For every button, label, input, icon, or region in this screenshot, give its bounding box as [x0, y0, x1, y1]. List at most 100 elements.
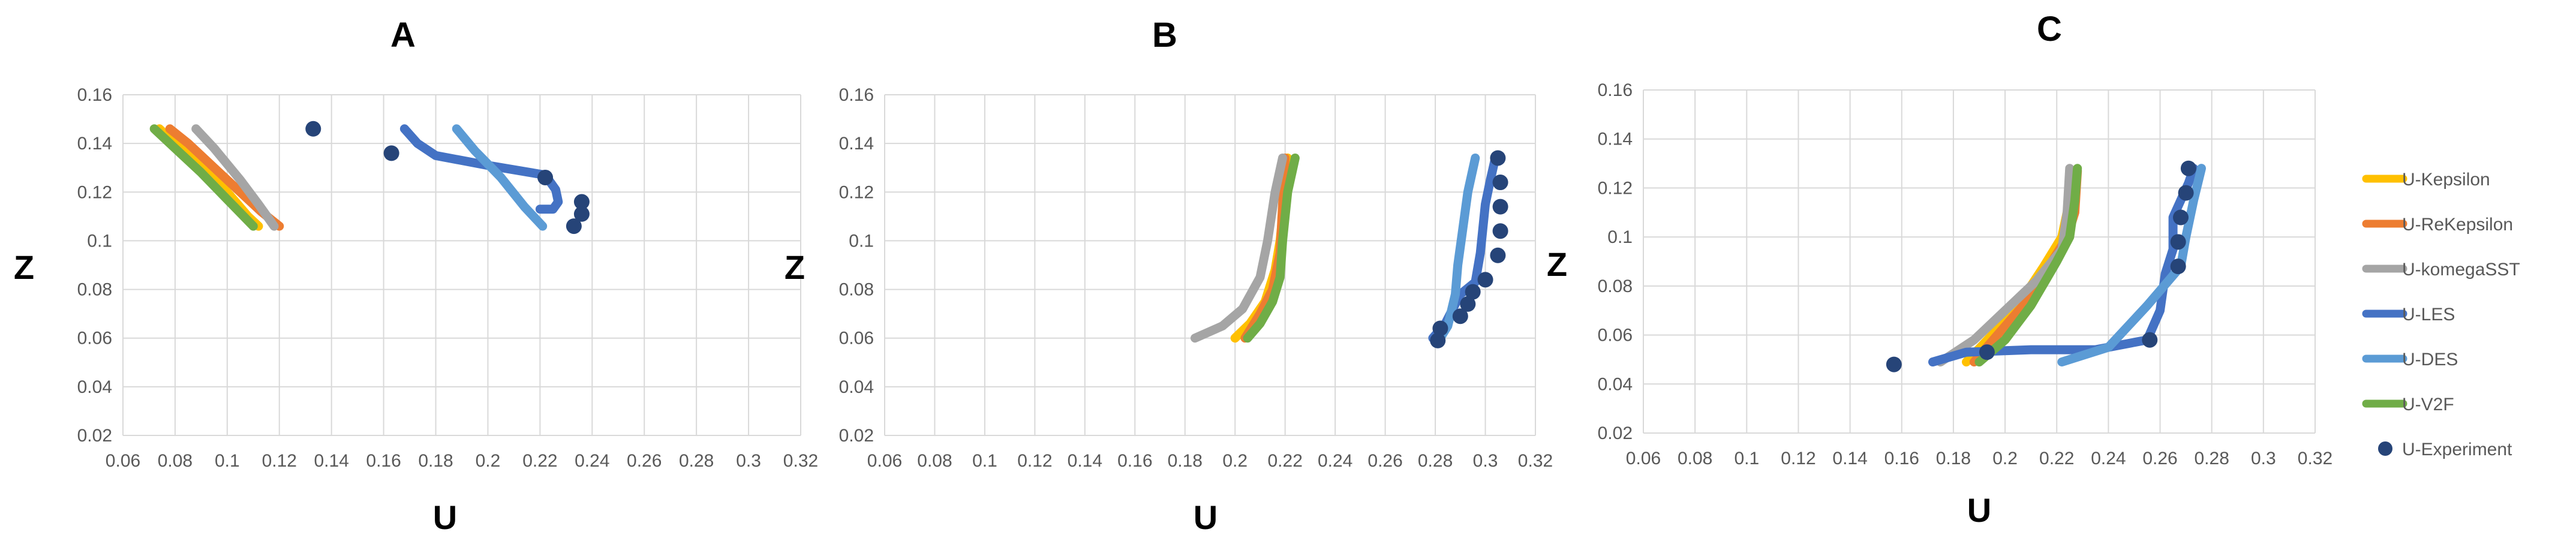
x-tick-label: 0.32: [1518, 451, 1553, 471]
legend-label: U-LES: [2402, 305, 2455, 324]
experiment-point: [1490, 247, 1506, 263]
x-tick-label: 0.28: [1418, 451, 1453, 471]
y-tick-label: 0.16: [77, 85, 112, 105]
x-tick-label: 0.22: [522, 451, 557, 471]
x-tick-label: 0.12: [262, 451, 297, 471]
experiment-point: [1886, 356, 1902, 372]
experiment-point: [1492, 223, 1508, 239]
experiment-point: [566, 218, 582, 235]
y-tick-label: 0.14: [77, 134, 112, 154]
x-tick-label: 0.22: [2039, 449, 2074, 468]
experiment-point: [2142, 332, 2158, 348]
x-tick-label: 0.16: [1884, 449, 1919, 468]
chart-panel-B: 0.06 0.08 0.1 0.12 0.14 0.16 0.18 0.2 0.22 0.24 0.…: [784, 16, 1553, 536]
x-tick-label: 0.14: [1068, 451, 1102, 471]
x-tick-label: 0.22: [1267, 451, 1302, 471]
series-line-u-des: [1435, 154, 1480, 343]
x-tick-label: 0.18: [1168, 451, 1203, 471]
legend-label: U-ReKepsilon: [2402, 215, 2513, 235]
y-tick-label: 0.02: [1598, 423, 1633, 443]
y-tick-label: 0.04: [77, 377, 112, 397]
y-tick-label: 0.06: [839, 329, 874, 348]
legend-item: U-LES: [2362, 305, 2455, 324]
chart-title: B: [1152, 16, 1177, 55]
x-axis-label: U: [1967, 491, 1991, 529]
x-tick-label: 0.1: [972, 451, 997, 471]
legend-item: U-ReKepsilon: [2362, 215, 2513, 235]
x-tick-label: 0.2: [1222, 451, 1248, 471]
series-line-u-komegasst: [1191, 154, 1287, 343]
y-tick-label: 0.08: [77, 280, 112, 300]
x-tick-label: 0.2: [476, 451, 501, 471]
x-tick-label: 0.24: [2091, 449, 2126, 468]
x-tick-label: 0.14: [1832, 449, 1867, 468]
experiment-point: [2170, 259, 2186, 275]
series-line-u-komegasst: [191, 124, 279, 231]
experiment-point: [1430, 332, 1446, 348]
experiment-point: [1979, 344, 1995, 360]
series-line-u-les: [399, 124, 563, 214]
series-line-u-v2f: [1974, 164, 2082, 366]
y-tick-label: 0.12: [77, 182, 112, 202]
series-line-u-des: [452, 124, 548, 231]
legend-label: U-Experiment: [2402, 440, 2512, 459]
x-tick-label: 0.08: [1678, 449, 1712, 468]
legend-item: U-komegaSST: [2362, 260, 2520, 279]
experiment-point: [2178, 185, 2194, 201]
y-tick-label: 0.16: [1598, 80, 1633, 100]
x-tick-label: 0.16: [366, 451, 401, 471]
experiment-point: [2173, 209, 2189, 226]
experiment-point: [1492, 175, 1508, 191]
experiment-point: [1492, 199, 1508, 215]
x-axis-label: U: [433, 498, 457, 536]
y-tick-label: 0.04: [839, 377, 874, 397]
x-tick-label: 0.06: [106, 451, 140, 471]
y-tick-label: 0.06: [77, 329, 112, 348]
legend-item: U-DES: [2362, 350, 2458, 369]
legend-item: U-Experiment: [2378, 440, 2512, 459]
y-tick-label: 0.08: [1598, 276, 1633, 296]
legend-label: U-Kepsilon: [2402, 170, 2490, 190]
x-tick-label: 0.1: [1734, 449, 1759, 468]
experiment-point: [383, 145, 399, 161]
series-line-u-v2f: [149, 124, 258, 231]
legend-label: U-DES: [2402, 350, 2458, 369]
series-line-u-komegasst: [1935, 164, 2075, 366]
experiment-point: [1477, 272, 1493, 288]
y-tick-label: 0.12: [1598, 178, 1633, 198]
experiment-point: [1432, 320, 1448, 336]
y-tick-label: 0.12: [839, 182, 874, 202]
x-tick-label: 0.18: [1936, 449, 1971, 468]
x-tick-label: 0.08: [158, 451, 193, 471]
legend-item: U-V2F: [2362, 395, 2454, 414]
experiment-point: [305, 121, 321, 137]
x-tick-label: 0.18: [418, 451, 453, 471]
x-tick-label: 0.3: [1473, 451, 1498, 471]
chart-title: C: [2037, 10, 2062, 49]
y-tick-label: 0.14: [1598, 130, 1633, 149]
y-tick-label: 0.08: [839, 280, 874, 300]
y-tick-label: 0.1: [1607, 227, 1633, 247]
experiment-point: [2170, 234, 2186, 250]
experiment-point: [1490, 150, 1506, 166]
x-tick-label: 0.16: [1117, 451, 1152, 471]
y-tick-label: 0.14: [839, 134, 874, 154]
x-tick-label: 0.28: [2194, 449, 2229, 468]
y-axis-label: Z: [14, 248, 34, 286]
y-tick-label: 0.04: [1598, 374, 1633, 394]
legend-label: U-V2F: [2402, 395, 2454, 414]
x-tick-label: 0.06: [867, 451, 902, 471]
x-tick-label: 0.32: [2298, 449, 2332, 468]
y-tick-label: 0.16: [839, 85, 874, 105]
x-tick-label: 0.26: [2142, 449, 2177, 468]
chart-panels: 0.06 0.08 0.1 0.12 0.14 0.16 0.18 0.2 0.22 0.24 0.…: [14, 10, 2332, 536]
x-tick-label: 0.1: [215, 451, 240, 471]
x-tick-label: 0.24: [1318, 451, 1352, 471]
experiment-point: [2180, 160, 2196, 176]
y-tick-label: 0.1: [87, 231, 112, 251]
y-tick-label: 0.02: [839, 426, 874, 446]
experiment-point: [537, 169, 554, 185]
experiment-point: [1465, 284, 1481, 300]
experiment-point: [573, 194, 590, 210]
x-tick-label: 0.06: [1626, 449, 1661, 468]
